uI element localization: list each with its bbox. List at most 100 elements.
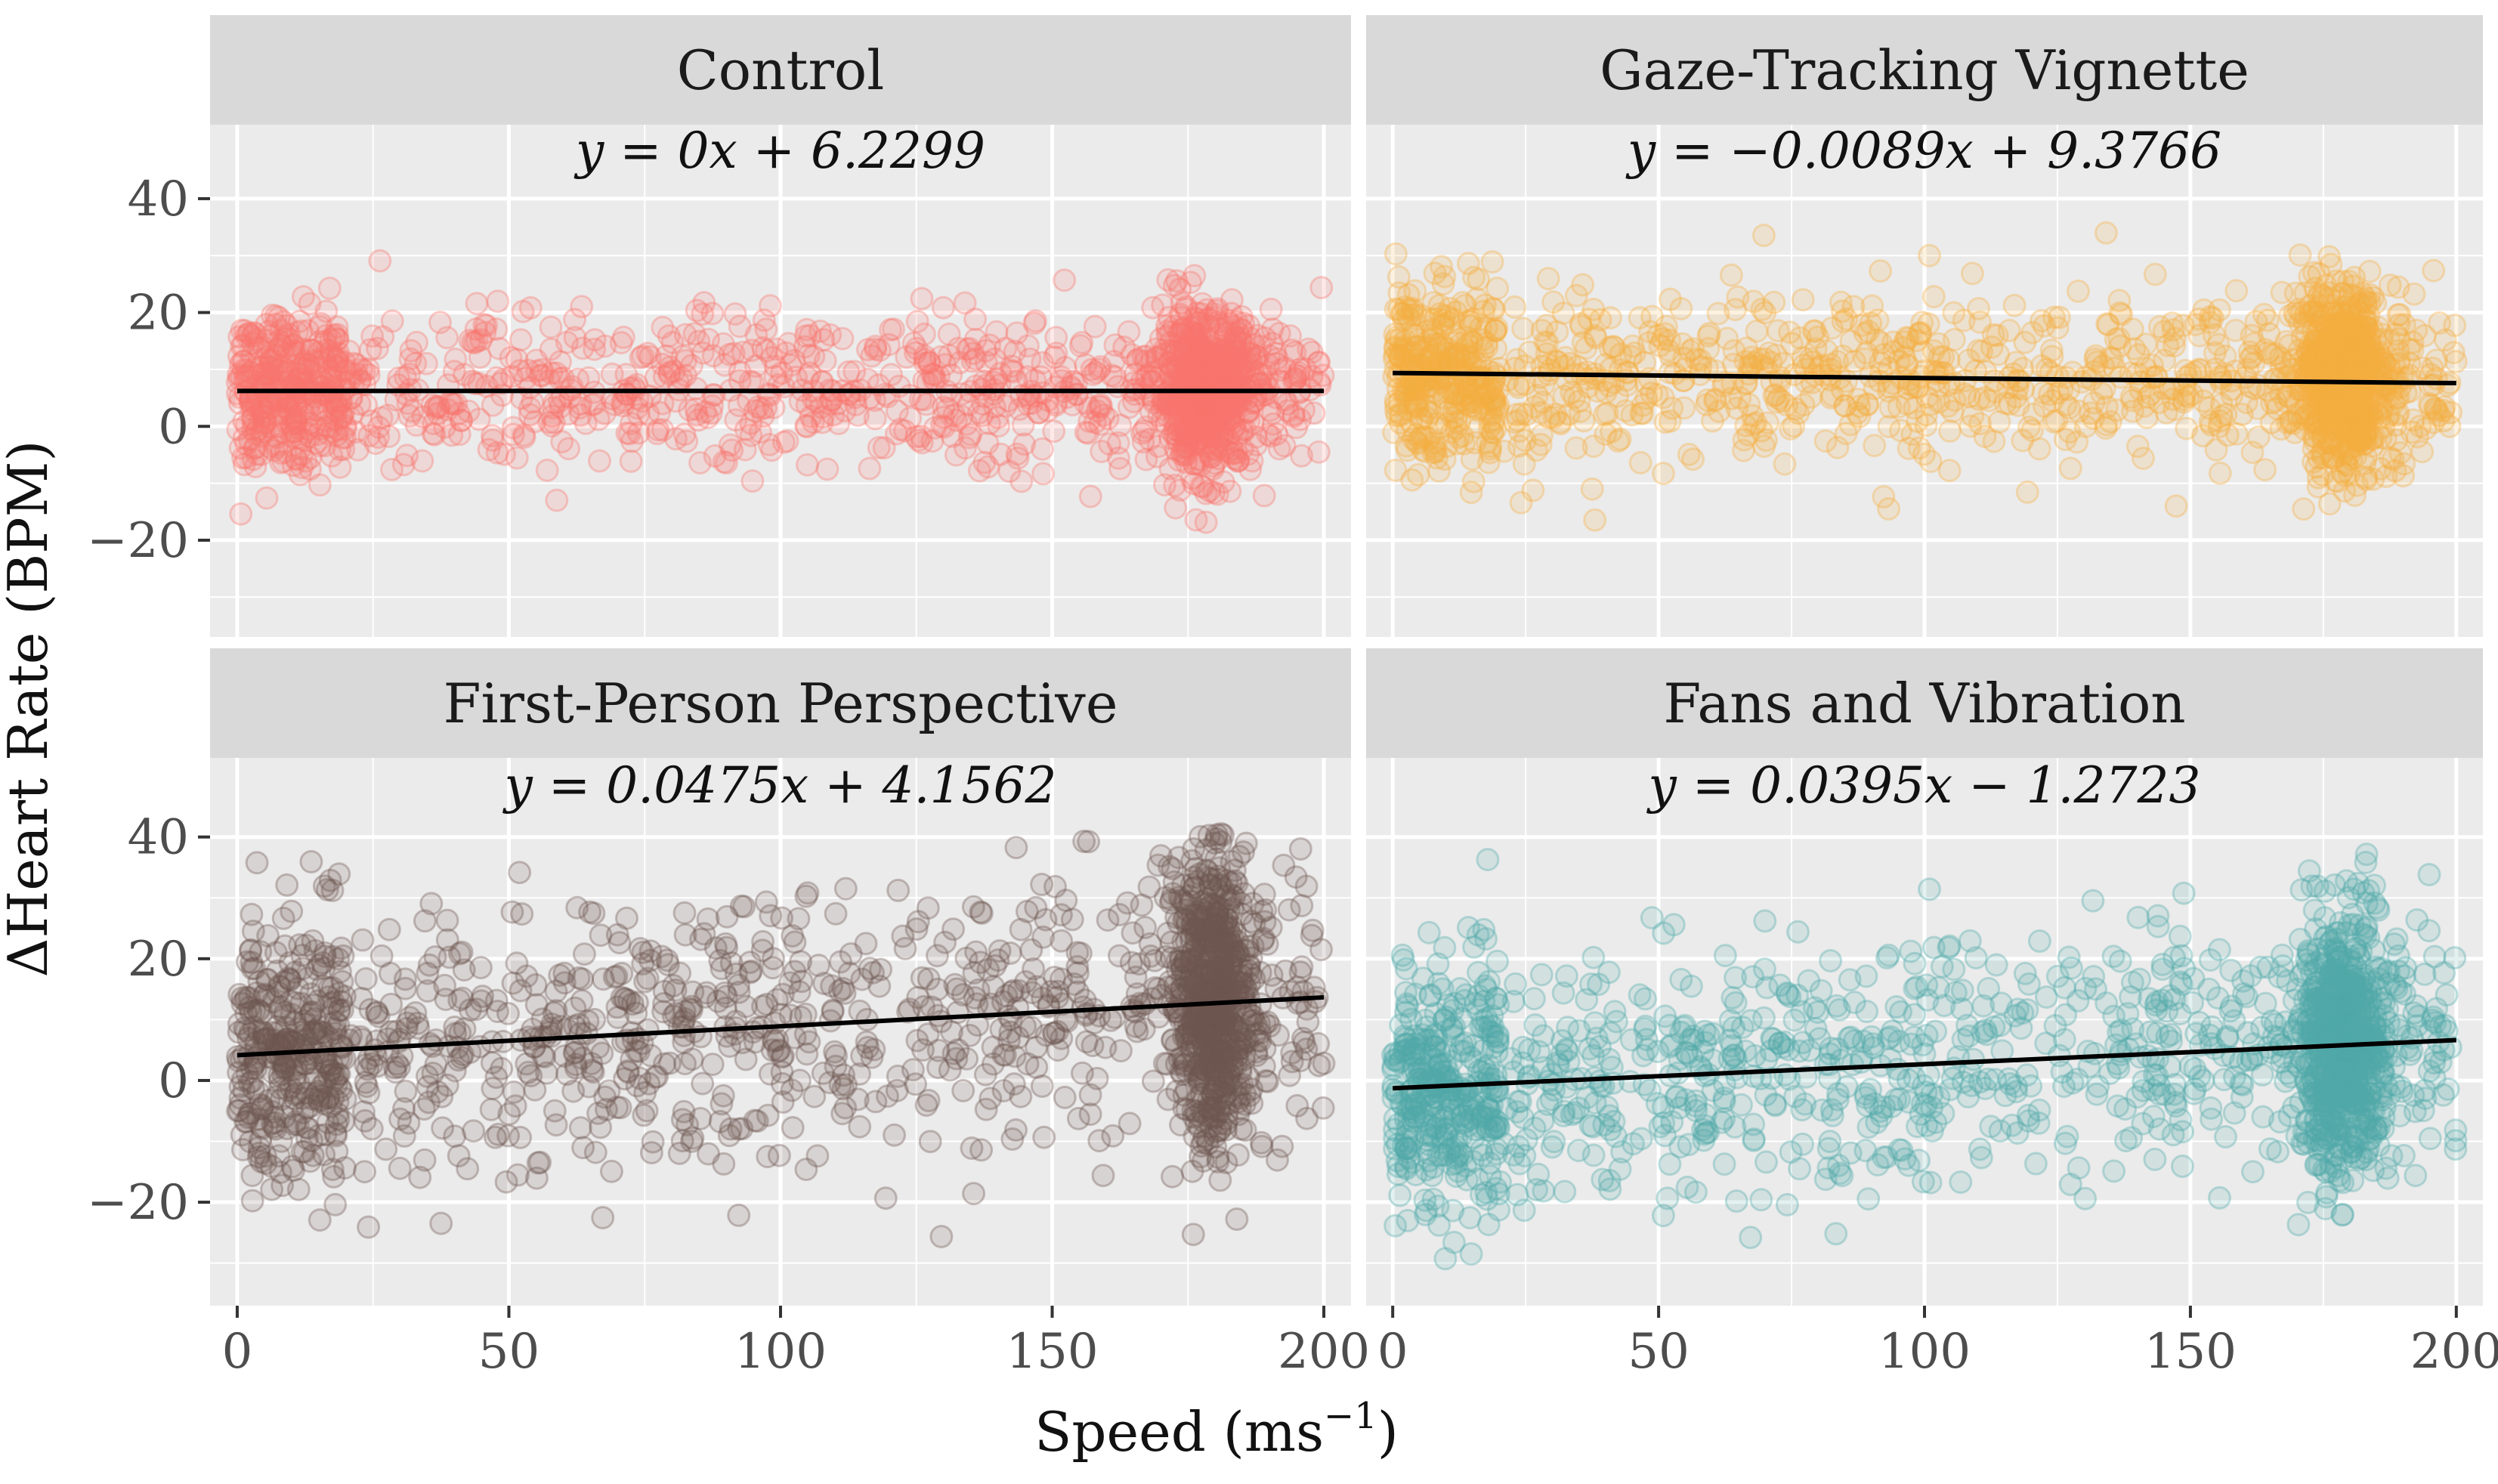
data-point xyxy=(1103,365,1127,389)
data-point xyxy=(371,325,395,349)
data-point xyxy=(232,453,256,477)
data-point xyxy=(1897,436,1921,460)
data-point xyxy=(1959,414,1983,438)
data-point xyxy=(243,421,267,445)
data-point xyxy=(410,449,434,473)
data-point xyxy=(1853,347,1877,371)
data-point xyxy=(1125,348,1149,373)
data-point xyxy=(872,436,896,460)
data-point xyxy=(750,397,774,421)
data-point xyxy=(948,351,972,375)
data-point xyxy=(1918,243,1941,267)
data-point xyxy=(1750,298,1774,321)
data-point xyxy=(762,395,786,419)
data-point xyxy=(1194,510,1218,534)
data-point xyxy=(548,963,572,988)
data-point xyxy=(1300,918,1325,942)
data-point xyxy=(1503,295,1527,319)
data-point xyxy=(1124,1014,1148,1038)
data-point xyxy=(818,323,842,347)
data-point xyxy=(844,393,868,416)
data-point xyxy=(1293,357,1317,381)
data-point xyxy=(944,408,968,432)
data-point xyxy=(2022,402,2046,426)
data-point xyxy=(1099,363,1124,388)
data-point xyxy=(858,456,882,481)
data-point xyxy=(673,1052,697,1076)
data-point xyxy=(693,400,717,424)
data-point xyxy=(754,395,778,419)
data-point xyxy=(458,998,482,1022)
data-point xyxy=(235,365,259,389)
data-point xyxy=(444,348,468,371)
data-point xyxy=(583,337,607,361)
data-point xyxy=(338,369,362,393)
data-point xyxy=(1068,334,1093,358)
data-point xyxy=(298,424,322,448)
data-point xyxy=(1480,250,1504,274)
data-point xyxy=(505,951,529,975)
data-point xyxy=(302,1042,326,1066)
data-point xyxy=(905,310,929,333)
data-point xyxy=(713,932,737,956)
data-point xyxy=(751,404,775,428)
data-point xyxy=(269,332,293,357)
data-point xyxy=(1098,432,1122,456)
data-point xyxy=(926,944,949,968)
data-point xyxy=(2230,402,2254,426)
data-point xyxy=(740,469,765,493)
data-point xyxy=(346,437,370,462)
data-point xyxy=(270,334,294,358)
data-point xyxy=(688,1106,713,1130)
data-point xyxy=(1583,508,1607,532)
data-point xyxy=(442,360,466,384)
data-point xyxy=(1011,413,1035,437)
data-point xyxy=(449,409,473,433)
data-point xyxy=(718,342,742,366)
data-point xyxy=(333,1156,357,1180)
data-point xyxy=(570,336,595,360)
data-point xyxy=(1474,316,1498,340)
data-point xyxy=(433,973,457,997)
facet-panel-first-person-perspective: First-Person Perspective y = 0.0475x + 4… xyxy=(210,648,1351,1306)
data-point xyxy=(322,407,345,431)
data-point xyxy=(268,1161,292,1184)
data-point xyxy=(1244,433,1269,457)
data-point xyxy=(1004,836,1028,860)
data-point xyxy=(1170,440,1194,464)
data-point xyxy=(770,906,794,930)
data-point xyxy=(283,394,308,418)
data-point xyxy=(1645,382,1669,407)
data-point xyxy=(577,1074,601,1099)
data-point xyxy=(357,1081,381,1105)
data-point xyxy=(1223,447,1247,471)
data-point xyxy=(388,1156,412,1180)
data-point xyxy=(246,336,271,360)
data-point xyxy=(290,1087,314,1110)
data-point xyxy=(1108,903,1131,926)
data-point xyxy=(1080,357,1104,382)
data-point xyxy=(692,291,716,315)
data-point xyxy=(508,861,532,885)
data-point xyxy=(1471,339,1495,363)
data-point xyxy=(685,403,709,427)
data-point xyxy=(1043,393,1068,417)
data-point xyxy=(1433,264,1457,289)
data-point xyxy=(1077,396,1102,420)
data-point xyxy=(739,411,763,435)
data-point xyxy=(942,403,966,427)
data-point xyxy=(1088,412,1112,436)
data-point xyxy=(1766,319,1790,343)
data-point xyxy=(2296,343,2320,367)
data-point xyxy=(420,393,444,417)
data-point xyxy=(754,317,778,342)
data-point xyxy=(1512,452,1536,476)
data-point xyxy=(983,347,1007,371)
data-point xyxy=(611,394,635,418)
data-point xyxy=(609,331,633,355)
data-point xyxy=(481,1077,505,1101)
data-point xyxy=(1120,343,1144,366)
data-point xyxy=(308,1208,332,1232)
data-point xyxy=(1078,484,1102,509)
data-point xyxy=(292,337,315,361)
